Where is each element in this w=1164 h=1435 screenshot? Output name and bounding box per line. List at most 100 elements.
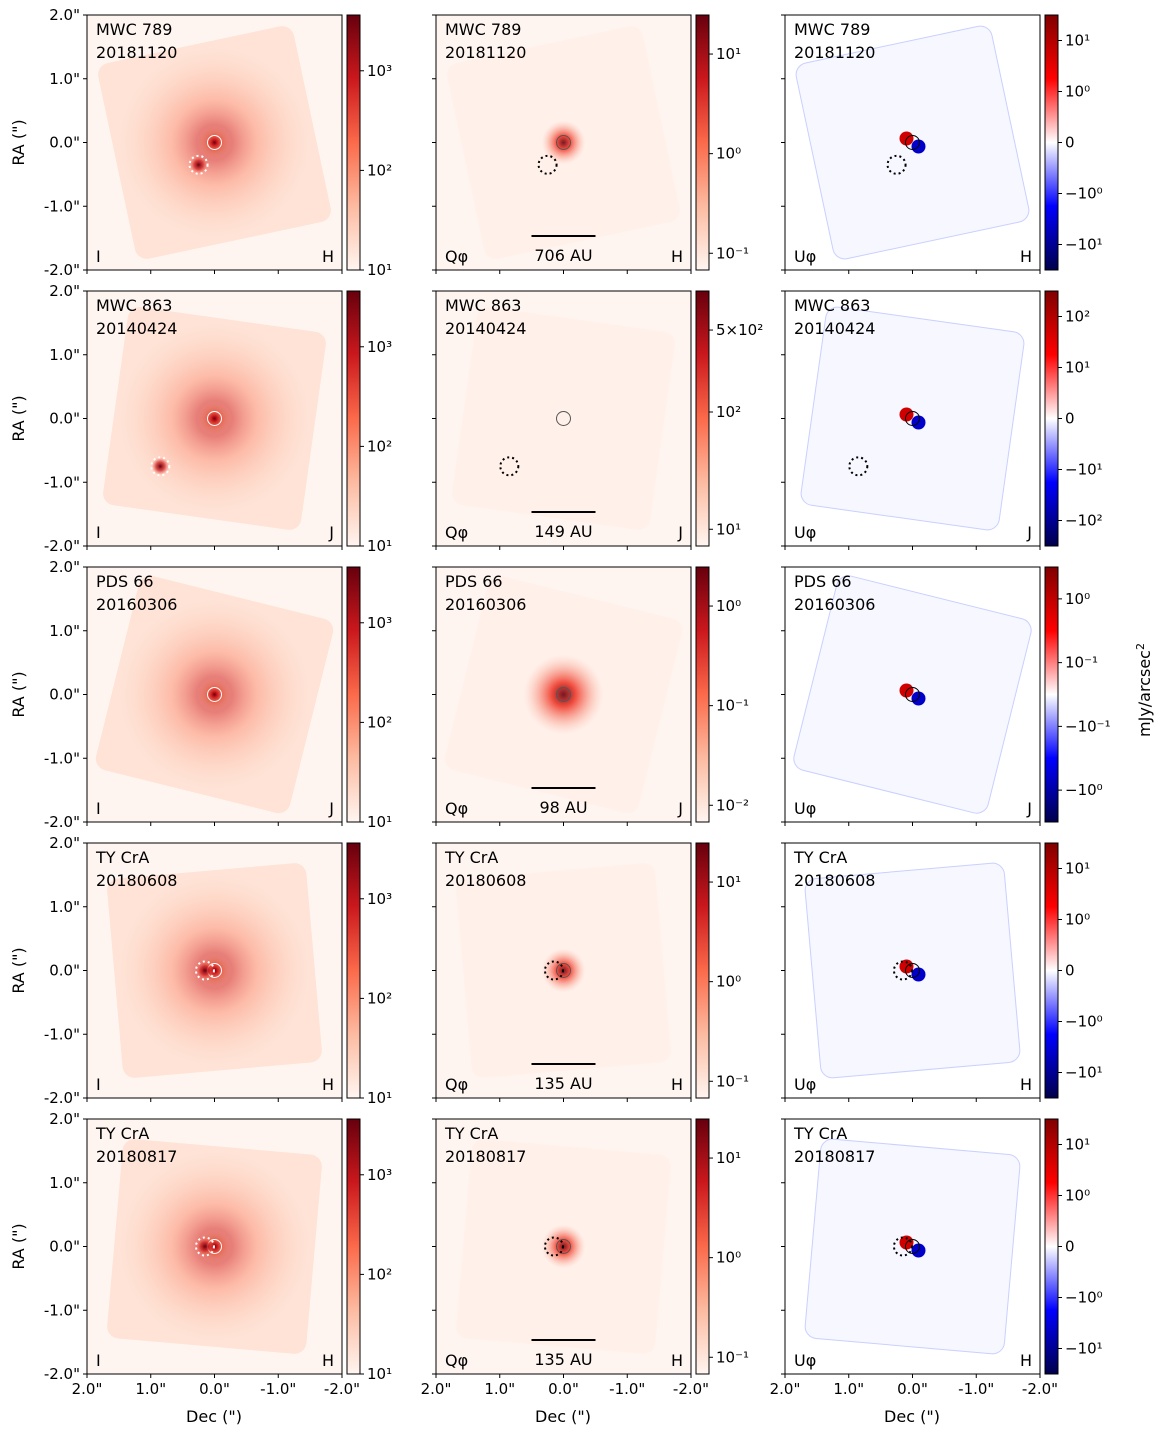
y-tick-label: -2.0" (44, 537, 80, 555)
companion-emission (195, 961, 214, 980)
colorbar-tick-label: 10⁰ (1065, 1187, 1090, 1205)
star-marker (556, 687, 571, 702)
target-label: MWC 789 (794, 20, 870, 39)
x-tick-label: 0.0" (897, 1380, 928, 1398)
panel-r1c1: MWC 863 20140424 Qφ J 149 AU 10¹ 10² 5×10² (432, 290, 763, 550)
scale-bar-label: 135 AU (534, 1074, 592, 1093)
colorbar-tick-label: 10³ (367, 338, 392, 356)
x-axis-label-col2: Dec (") (884, 1407, 940, 1426)
colorbar-unit-label: mJy/arcsec2 (1134, 643, 1154, 737)
colorbar-tick-label: 10¹ (1065, 1136, 1090, 1154)
y-tick-label: -2.0" (44, 1365, 80, 1383)
scale-bar-label: 706 AU (534, 246, 592, 265)
y-tick-label: 1.0" (49, 346, 80, 364)
colorbar-tick-label: 10⁰ (1065, 590, 1090, 608)
y-tick-label: 0.0" (49, 134, 80, 152)
y-tick-label: 2.0" (49, 834, 80, 852)
primary-core (196, 676, 233, 713)
companion-marker (188, 154, 209, 175)
x-tick-label: 2.0" (421, 1380, 452, 1398)
stokes-label: Qφ (445, 247, 468, 266)
x-tick-label: -1.0" (958, 1380, 994, 1398)
stokes-label: Qφ (445, 1075, 468, 1094)
stokes-label: I (96, 1351, 101, 1370)
panel-r1c2: MWC 863 20140424 Uφ J 10² 10¹ 0 −10¹ −10² (781, 290, 1103, 550)
companion-emission (189, 155, 208, 174)
stokes-label: I (96, 247, 101, 266)
stokes-label: I (96, 799, 101, 818)
colorbar-tick-label: 10³ (367, 1166, 392, 1184)
y-axis-label: RA (") (9, 395, 28, 441)
colorbar-tick-label: 10⁻¹ (716, 1072, 749, 1090)
colorbar-tick-label: −10⁻¹ (1065, 717, 1111, 735)
primary-emission (541, 120, 586, 165)
colorbar-tick-label: 10⁻¹ (716, 244, 749, 262)
colorbar (695, 566, 710, 823)
scale-bar-label: 98 AU (539, 798, 587, 817)
date-label: 20180817 (794, 1147, 875, 1166)
colorbar-tick-label: 10¹ (716, 1149, 741, 1167)
target-label: PDS 66 (794, 572, 852, 591)
colorbar-tick-label: 10⁻¹ (716, 1348, 749, 1366)
x-tick-label: 1.0" (484, 1380, 515, 1398)
star-marker (207, 411, 222, 426)
date-label: 20160306 (445, 595, 526, 614)
y-tick-label: 1.0" (49, 898, 80, 916)
colorbar-tick-label: 10¹ (367, 261, 392, 279)
colorbar-tick-label: 10⁰ (716, 973, 741, 991)
primary-core (196, 400, 233, 437)
colorbar-tick-label: 10¹ (1065, 359, 1090, 377)
y-tick-label: -1.0" (44, 1025, 80, 1043)
band-label: H (671, 1075, 683, 1094)
y-axis-label: RA (") (9, 947, 28, 993)
colorbar-tick-label: 10² (367, 713, 392, 731)
x-tick-label: 2.0" (770, 1380, 801, 1398)
colorbar-tick-label: 10⁻¹ (716, 697, 749, 715)
band-label: J (677, 799, 683, 818)
star-marker (556, 135, 571, 150)
date-label: 20160306 (96, 595, 177, 614)
y-tick-label: 1.0" (49, 1174, 80, 1192)
y-tick-label: 1.0" (49, 70, 80, 88)
colorbar (1044, 842, 1059, 1099)
star-marker (556, 963, 571, 978)
band-label: H (1020, 247, 1032, 266)
colorbar-tick-label: −10¹ (1065, 1064, 1103, 1082)
y-tick-label: -1.0" (44, 749, 80, 767)
date-label: 20140424 (96, 319, 177, 338)
target-label: TY CrA (444, 848, 498, 867)
x-tick-label: 0.0" (548, 1380, 579, 1398)
colorbar-tick-label: −10¹ (1065, 236, 1103, 254)
colorbar-tick-label: 5×10² (716, 321, 763, 339)
band-label: H (1020, 1075, 1032, 1094)
y-tick-label: 0.0" (49, 1238, 80, 1256)
star-marker (556, 411, 571, 426)
y-tick-label: -1.0" (44, 1301, 80, 1319)
y-tick-label: -1.0" (44, 473, 80, 491)
panel-r4c2: TY CrA 20180817 Uφ H 2.0" 1.0" 0.0" -1.0" -2.0" 1… (770, 1118, 1103, 1398)
x-tick-label: -1.0" (260, 1380, 296, 1398)
image-footprint (795, 25, 1030, 260)
panel-r0c2: MWC 789 20181120 Uφ H 10¹ 10⁰ 0 −10⁰ −10¹ (781, 14, 1103, 274)
target-label: TY CrA (793, 1124, 847, 1143)
colorbar (695, 842, 710, 1099)
colorbar (1044, 566, 1059, 823)
colorbar-tick-label: 10⁰ (1065, 83, 1090, 101)
x-tick-label: 1.0" (135, 1380, 166, 1398)
band-label: J (1026, 799, 1032, 818)
target-label: TY CrA (95, 1124, 149, 1143)
panel-r1c0: MWC 863 20140424 I J 2.0" 1.0" 0.0" -1.0" -2.0" R… (9, 282, 392, 555)
y-axis-label: RA (") (9, 119, 28, 165)
colorbar-tick-label: 10⁰ (1065, 911, 1090, 929)
y-tick-label: 2.0" (49, 558, 80, 576)
target-label: TY CrA (444, 1124, 498, 1143)
star-marker (905, 963, 920, 978)
colorbar-tick-label: 10³ (367, 614, 392, 632)
stokes-label: Uφ (794, 1351, 816, 1370)
colorbar-tick-label: 10² (367, 1265, 392, 1283)
colorbar-tick-label: 10¹ (367, 1365, 392, 1383)
star-marker (905, 687, 920, 702)
x-axis-label-col0: Dec (") (186, 1407, 242, 1426)
y-tick-label: -2.0" (44, 261, 80, 279)
stokes-label: I (96, 1075, 101, 1094)
